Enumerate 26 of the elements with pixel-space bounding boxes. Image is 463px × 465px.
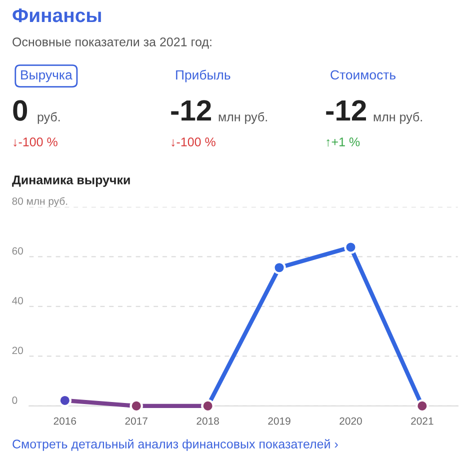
text: -12 [171,100,211,121]
y-tick-label: 80 млн руб. [12,197,68,207]
y-tick-label: 60 [12,247,23,255]
text: ↑+1 % [326,138,360,147]
text: млн руб. [218,112,267,124]
text: Основные показатели за 2021 год: [12,38,212,49]
x-tick-label: 2016 [54,417,76,425]
y-tick-label: 0 [12,396,18,404]
text: Стоимость [330,70,396,80]
text: -12 [326,100,366,121]
x-tick-label: 2020 [340,417,362,425]
x-tick-label: 2021 [411,417,434,425]
text: Финансы [12,8,101,22]
text: млн руб. [374,112,422,124]
text: Прибыль [176,70,230,82]
x-tick-label: 2019 [268,417,290,425]
text: ↓-100 % [14,138,58,147]
x-tick-label: 2017 [125,417,148,425]
text: Выручка [21,70,72,82]
x-tick-label: 2018 [196,417,219,425]
text: Смотреть детальный анализ финансовых показателей › [12,439,338,451]
y-tick-label: 40 [12,297,23,304]
text: ↓-100 % [172,138,216,147]
y-tick-label: 20 [12,346,23,354]
chart-title: Динамика выручки [12,176,130,187]
text: руб. [38,112,60,124]
